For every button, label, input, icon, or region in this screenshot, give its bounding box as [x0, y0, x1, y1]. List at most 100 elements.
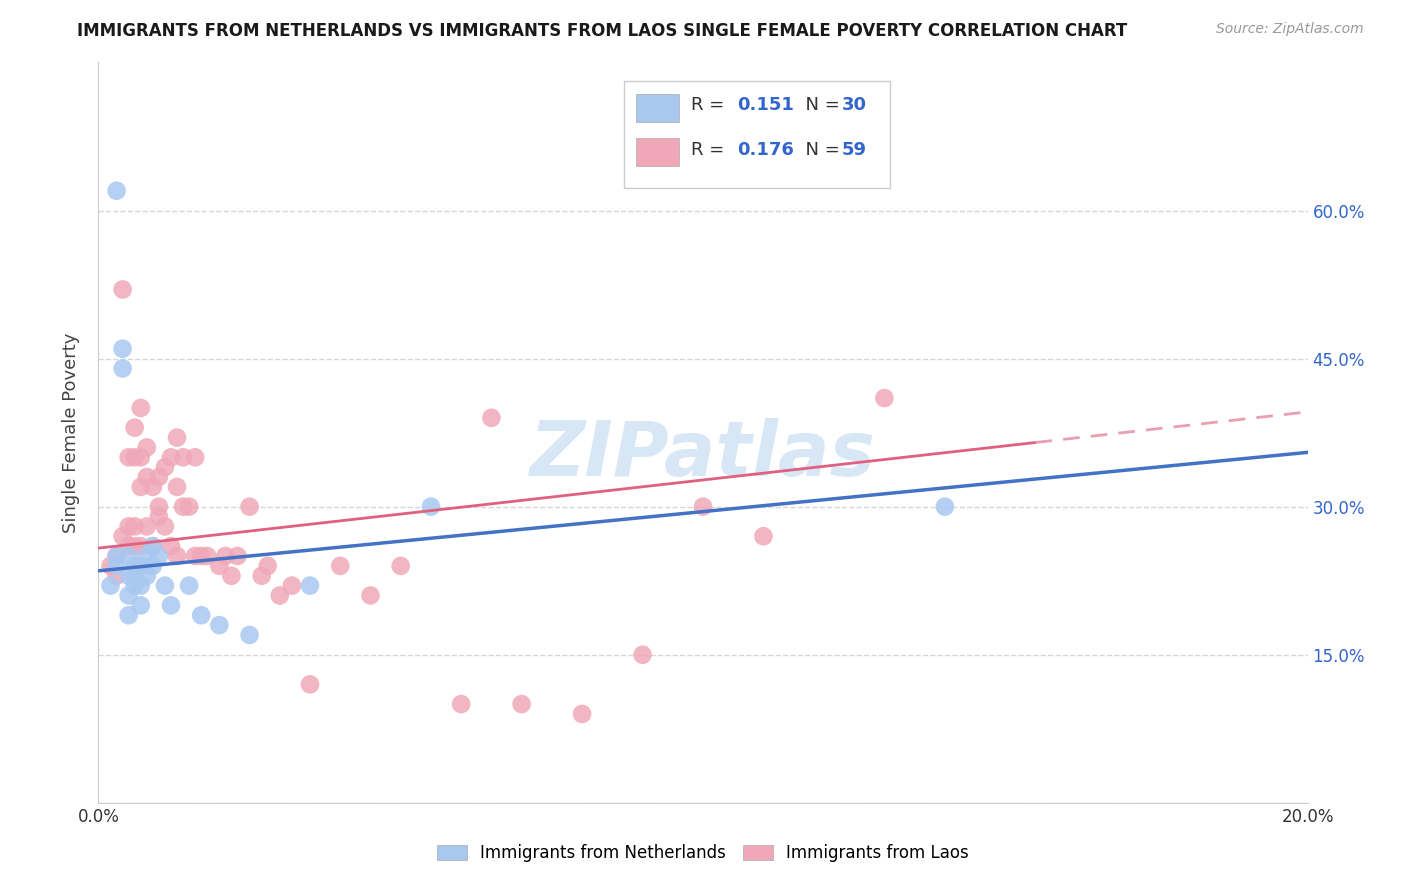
Point — [172, 500, 194, 514]
Point — [166, 480, 188, 494]
Point — [299, 579, 322, 593]
Text: Source: ZipAtlas.com: Source: ZipAtlas.com — [1216, 22, 1364, 37]
Point — [179, 500, 201, 514]
Point — [873, 391, 896, 405]
Point — [752, 529, 775, 543]
Point — [118, 539, 141, 553]
Point — [111, 529, 134, 543]
Point — [329, 558, 352, 573]
Point — [153, 519, 176, 533]
Point — [135, 549, 157, 563]
Text: 30: 30 — [842, 95, 868, 113]
Point — [135, 470, 157, 484]
Point — [124, 450, 146, 465]
Point — [631, 648, 654, 662]
Point — [420, 500, 443, 514]
Point — [239, 628, 262, 642]
Point — [450, 697, 472, 711]
Point — [481, 410, 503, 425]
Point — [195, 549, 218, 563]
Point — [299, 677, 322, 691]
Point — [118, 608, 141, 623]
Point — [208, 558, 231, 573]
Point — [166, 549, 188, 563]
FancyBboxPatch shape — [637, 94, 679, 121]
Y-axis label: Single Female Poverty: Single Female Poverty — [62, 333, 80, 533]
Point — [118, 549, 141, 563]
Text: N =: N = — [793, 141, 845, 159]
Point — [360, 589, 382, 603]
Point — [135, 441, 157, 455]
Point — [118, 450, 141, 465]
Point — [208, 618, 231, 632]
Point — [124, 558, 146, 573]
Point — [239, 500, 262, 514]
Point — [129, 539, 152, 553]
Text: 0.176: 0.176 — [737, 141, 794, 159]
Point — [214, 549, 236, 563]
Point — [148, 549, 170, 563]
Point — [148, 470, 170, 484]
FancyBboxPatch shape — [624, 81, 890, 188]
Point — [129, 599, 152, 613]
Point — [571, 706, 593, 721]
Point — [250, 568, 273, 582]
Point — [118, 568, 141, 582]
Point — [135, 568, 157, 582]
Point — [160, 539, 183, 553]
Point — [179, 579, 201, 593]
Point — [153, 460, 176, 475]
Legend: Immigrants from Netherlands, Immigrants from Laos: Immigrants from Netherlands, Immigrants … — [430, 838, 976, 869]
Point — [105, 558, 128, 573]
Point — [142, 539, 165, 553]
Text: IMMIGRANTS FROM NETHERLANDS VS IMMIGRANTS FROM LAOS SINGLE FEMALE POVERTY CORREL: IMMIGRANTS FROM NETHERLANDS VS IMMIGRANT… — [77, 22, 1128, 40]
Point — [100, 558, 122, 573]
Text: ZIPatlas: ZIPatlas — [530, 417, 876, 491]
Point — [105, 184, 128, 198]
Point — [124, 519, 146, 533]
Point — [111, 283, 134, 297]
Point — [124, 420, 146, 434]
FancyBboxPatch shape — [637, 138, 679, 166]
Point — [100, 579, 122, 593]
Point — [160, 450, 183, 465]
Text: 59: 59 — [842, 141, 868, 159]
Point — [160, 599, 183, 613]
Point — [281, 579, 304, 593]
Point — [129, 450, 152, 465]
Point — [172, 450, 194, 465]
Point — [124, 539, 146, 553]
Point — [105, 568, 128, 582]
Point — [221, 568, 243, 582]
Point — [184, 450, 207, 465]
Point — [226, 549, 249, 563]
Point — [124, 579, 146, 593]
Point — [135, 519, 157, 533]
Point — [142, 480, 165, 494]
Point — [190, 549, 212, 563]
Point — [129, 401, 152, 415]
Text: N =: N = — [793, 95, 845, 113]
Point — [269, 589, 291, 603]
Point — [105, 549, 128, 563]
Text: R =: R = — [690, 141, 730, 159]
Point — [256, 558, 278, 573]
Point — [148, 500, 170, 514]
Text: R =: R = — [690, 95, 730, 113]
Point — [129, 480, 152, 494]
Point — [692, 500, 714, 514]
Point — [111, 342, 134, 356]
Point — [118, 519, 141, 533]
Point — [129, 579, 152, 593]
Point — [142, 558, 165, 573]
Point — [190, 608, 212, 623]
Text: 0.151: 0.151 — [737, 95, 794, 113]
Point — [153, 579, 176, 593]
Point — [510, 697, 533, 711]
Point — [934, 500, 956, 514]
Point — [105, 549, 128, 563]
Point — [184, 549, 207, 563]
Point — [111, 361, 134, 376]
Point — [148, 509, 170, 524]
Point — [118, 589, 141, 603]
